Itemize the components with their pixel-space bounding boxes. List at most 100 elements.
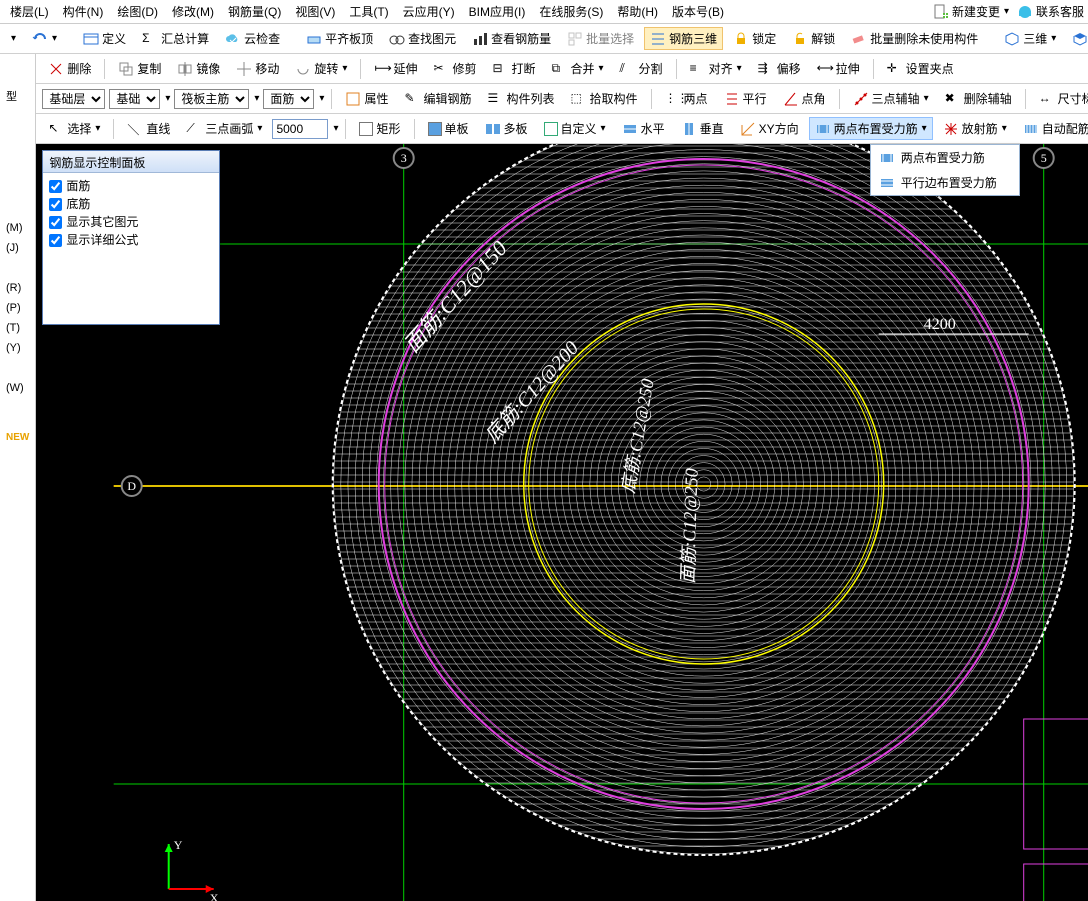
left-item[interactable]: (J) — [0, 238, 35, 258]
xy-button[interactable]: XY方向 — [734, 117, 805, 140]
radial-button[interactable]: 放射筋▾ — [937, 117, 1013, 140]
svg-text:D: D — [128, 479, 137, 493]
offset-button[interactable]: ⇶偏移 — [752, 57, 807, 80]
two-point-bar-button[interactable]: 两点布置受力筋▾ — [809, 117, 933, 140]
stretch-button[interactable]: ⟷拉伸 — [811, 57, 866, 80]
align-button[interactable]: ≡对齐▾ — [684, 57, 748, 80]
sum-button[interactable]: Σ汇总计算 — [136, 27, 215, 50]
vert-button[interactable]: 垂直 — [675, 117, 730, 140]
props-button[interactable]: 属性 — [339, 87, 394, 110]
unlock-icon — [792, 31, 808, 47]
extend-button[interactable]: ⟼延伸 — [368, 57, 423, 80]
flat-button[interactable]: 平齐板顶 — [300, 27, 379, 50]
copy-button[interactable]: 复制 — [112, 57, 167, 80]
cloud-check-button[interactable]: 云检查 — [219, 27, 286, 50]
split-button[interactable]: ⫽分割 — [614, 57, 669, 80]
length-input[interactable] — [272, 119, 328, 139]
check-top-bar[interactable]: 面筋 — [49, 177, 213, 195]
menu-tool[interactable]: 工具(T) — [343, 1, 394, 22]
panel-title: 钢筋显示控制面板 — [43, 151, 219, 173]
menu-modify[interactable]: 修改(M) — [166, 1, 220, 22]
left-item[interactable]: (T) — [0, 318, 35, 338]
break-button[interactable]: ⊟打断 — [486, 57, 541, 80]
line-button[interactable]: ＼直线 — [121, 117, 176, 140]
menu-view[interactable]: 视图(V) — [289, 1, 341, 22]
pivot-button[interactable]: ✛设置夹点 — [881, 57, 960, 80]
mirror-button[interactable]: 镜像 — [171, 57, 226, 80]
single-button[interactable]: 单板 — [422, 117, 475, 140]
two-point-button[interactable]: ⋮⋮两点 — [659, 87, 714, 110]
menubar: 楼层(L) 构件(N) 绘图(D) 修改(M) 钢筋量(Q) 视图(V) 工具(… — [0, 0, 1088, 24]
menu-floor[interactable]: 楼层(L) — [4, 1, 55, 22]
split-icon: ⫽ — [620, 61, 636, 77]
unlock-button[interactable]: 解锁 — [786, 27, 841, 50]
list-button[interactable]: ☰构件列表 — [481, 87, 560, 110]
arc-button[interactable]: ⟋三点画弧▾ — [180, 117, 268, 140]
dropdown2[interactable]: ▾ — [26, 28, 63, 50]
drawing-canvas[interactable]: 4200面筋:C12@150底筋:C12@200底筋:C12@250面筋:C12… — [36, 144, 1088, 901]
new-change-button[interactable]: 新建变更 ▾ — [933, 3, 1009, 20]
dropdown-opt2[interactable]: 平行边布置受力筋 — [871, 170, 1019, 195]
left-item-new[interactable]: NEW — [0, 428, 35, 447]
floor-combo[interactable]: 基础层 — [42, 89, 105, 109]
del-axis-button[interactable]: ✖删除辅轴 — [939, 87, 1018, 110]
left-item[interactable]: (Y) — [0, 338, 35, 358]
dim-button[interactable]: ↔尺寸标注▾ — [1033, 87, 1088, 110]
menu-bim[interactable]: BIM应用(I) — [463, 1, 532, 22]
menu-online[interactable]: 在线服务(S) — [533, 1, 609, 22]
check-formula[interactable]: 显示详细公式 — [49, 231, 213, 249]
angle-button[interactable]: 点角 — [777, 87, 832, 110]
menu-rebar[interactable]: 钢筋量(Q) — [222, 1, 287, 22]
parallel-button[interactable]: 平行 — [718, 87, 773, 110]
check-other[interactable]: 显示其它图元 — [49, 213, 213, 231]
view3d-button[interactable]: 三维▾ — [998, 27, 1062, 50]
left-item[interactable]: (R) — [0, 278, 35, 298]
custom-button[interactable]: 自定义▾ — [538, 117, 612, 140]
member-combo[interactable]: 基础 — [109, 89, 160, 109]
dropdown-opt1[interactable]: 两点布置受力筋 — [871, 145, 1019, 170]
element-combo[interactable]: 筏板主筋 — [174, 89, 249, 109]
menu-draw[interactable]: 绘图(D) — [111, 1, 164, 22]
batch-sel-button[interactable]: 批量选择 — [561, 27, 640, 50]
pick-button[interactable]: ⬚拾取构件 — [564, 87, 643, 110]
multi-button[interactable]: 多板 — [479, 117, 534, 140]
menu-help[interactable]: 帮助(H) — [611, 1, 664, 22]
rect-button[interactable]: 矩形 — [353, 117, 406, 140]
edit-rebar-button[interactable]: ✎编辑钢筋 — [398, 87, 477, 110]
rebar3d-button[interactable]: 钢筋三维 — [644, 27, 723, 50]
menu-version[interactable]: 版本号(B) — [666, 1, 730, 22]
menu-member[interactable]: 构件(N) — [57, 1, 110, 22]
left-item[interactable]: (W) — [0, 378, 35, 398]
merge-button[interactable]: ⧉合并▾ — [546, 57, 610, 80]
contact-button[interactable]: 联系客服 — [1017, 3, 1084, 20]
top-view-button[interactable]: 俯视▾ — [1066, 27, 1088, 50]
move-button[interactable]: 移动 — [230, 57, 285, 80]
left-item[interactable]: 型 — [0, 84, 35, 108]
menu-cloud[interactable]: 云应用(Y) — [397, 1, 461, 22]
horiz-button[interactable]: 水平 — [616, 117, 671, 140]
three-axis-button[interactable]: 三点辅轴▾ — [847, 87, 935, 110]
find-button[interactable]: 查找图元 — [383, 27, 462, 50]
define-button[interactable]: 定义 — [77, 27, 132, 50]
edit-toolbar: 删除 复制 镜像 移动 旋转▾ ⟼延伸 ✂修剪 ⊟打断 ⧉合并▾ ⫽分割 ≡对齐… — [36, 54, 1088, 84]
cat-combo[interactable]: 面筋 — [263, 89, 314, 109]
define-icon — [83, 31, 99, 47]
batch-del-button[interactable]: 批量删除未使用构件 — [845, 27, 984, 50]
trim-button[interactable]: ✂修剪 — [427, 57, 482, 80]
rect-icon — [359, 122, 373, 136]
batch-icon — [567, 31, 583, 47]
delete-button[interactable]: 删除 — [42, 57, 97, 80]
left-item[interactable]: (P) — [0, 298, 35, 318]
svg-text:Y: Y — [174, 838, 183, 852]
left-item[interactable]: (M) — [0, 218, 35, 238]
query-button[interactable]: 查看钢筋量 — [466, 27, 557, 50]
select-button[interactable]: ↖选择▾ — [42, 117, 106, 140]
rotate-button[interactable]: 旋转▾ — [289, 57, 353, 80]
check-bottom-bar[interactable]: 底筋 — [49, 195, 213, 213]
radial-icon — [943, 121, 959, 137]
lock-button[interactable]: 锁定 — [727, 27, 782, 50]
auto-button[interactable]: 自动配筋 — [1017, 117, 1088, 140]
dropdown1[interactable]: ▾ — [4, 30, 22, 47]
break-icon: ⊟ — [492, 61, 508, 77]
rebar-display-panel[interactable]: 钢筋显示控制面板 面筋 底筋 显示其它图元 显示详细公式 — [42, 150, 220, 325]
